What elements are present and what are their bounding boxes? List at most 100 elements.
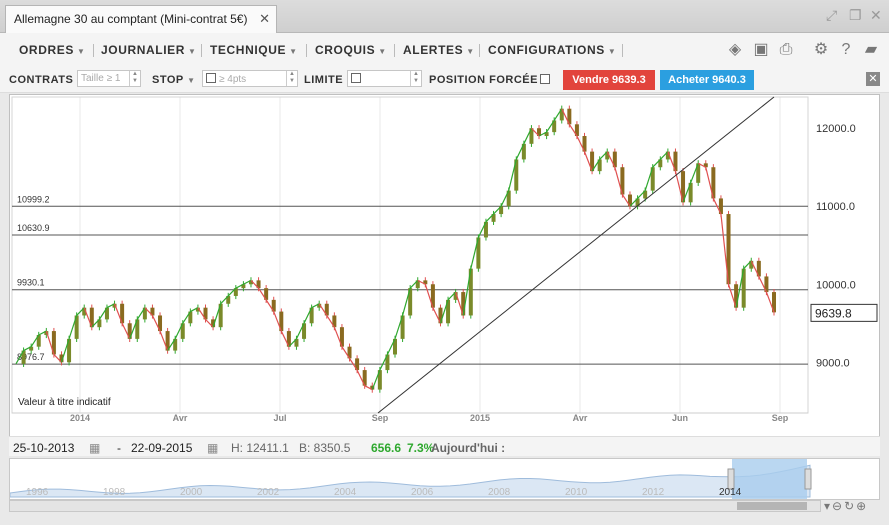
price-segment (30, 334, 40, 348)
stop-checkbox[interactable] (206, 73, 216, 83)
window-tab[interactable]: Allemagne 30 au comptant (Mini-contrat 5… (5, 5, 277, 33)
price-segment (174, 323, 184, 340)
limite-checkbox[interactable] (351, 73, 361, 83)
price-segment (265, 299, 275, 312)
price-segment (379, 354, 388, 371)
candle-body (195, 307, 200, 312)
menu-croquis[interactable]: CROQUIS ▼ (315, 43, 387, 57)
price-segment (326, 315, 335, 328)
price-segment (129, 319, 138, 340)
position-forcee-checkbox[interactable] (540, 74, 550, 84)
contrats-label: CONTRATS (9, 74, 74, 86)
calendar-icon[interactable]: ▦ (207, 441, 219, 455)
price-segment (697, 162, 707, 168)
window-titlebar: Allemagne 30 au comptant (Mini-contrat 5… (0, 0, 889, 33)
chat-icon[interactable]: ▰ (864, 41, 878, 58)
candle-body (112, 303, 117, 308)
candle-body (271, 299, 276, 312)
price-segment (583, 151, 593, 172)
layers-icon[interactable]: ◈ (728, 41, 742, 58)
navigator-year-label: 2012 (642, 487, 665, 498)
candle-body (241, 284, 246, 289)
stepper-icon[interactable]: ▲ ▼ (286, 71, 297, 86)
candle-body (764, 276, 769, 293)
candle-body (423, 280, 428, 285)
fullscreen-icon[interactable]: ⤢ (826, 7, 838, 23)
candle-body (696, 163, 701, 183)
close-icon[interactable]: ✕ (259, 11, 270, 26)
price-segment (546, 120, 555, 133)
image-icon[interactable]: ▣ (753, 41, 769, 58)
candle-body (741, 268, 746, 308)
navigator-area (9, 464, 811, 498)
candle-body (734, 284, 739, 308)
navigator-year-label: 2010 (565, 487, 588, 498)
help-icon[interactable]: ? (841, 41, 851, 58)
candle-body (256, 280, 261, 289)
navigator-scrollbar[interactable] (9, 500, 821, 512)
price-segment (568, 123, 578, 137)
scrollbar-thumb[interactable] (737, 502, 807, 510)
candle-body (188, 311, 193, 324)
level-label: 9930.1 (17, 278, 45, 288)
candle-body (756, 260, 761, 277)
buy-button[interactable]: Acheter 9640.3 (660, 70, 754, 90)
candle-body (89, 307, 94, 328)
candle-body (574, 124, 579, 137)
close-order-bar-icon[interactable]: ✕ (866, 72, 880, 86)
price-segment (190, 307, 199, 313)
price-segment (500, 190, 510, 207)
price-segment (295, 323, 305, 340)
position-forcee-label: POSITION FORCÉE (429, 74, 538, 86)
gear-icon[interactable]: ⚙ (813, 41, 829, 58)
price-segment (205, 318, 214, 328)
menu-technique[interactable]: TECHNIQUE ▼ (210, 43, 298, 57)
range-navigator[interactable]: 1996 1998 2000 2002 2004 2006 2008 2010 2012 2014 (9, 458, 880, 500)
stop-dropdown[interactable]: STOP ▼ (152, 74, 196, 86)
zoom-in-icon[interactable]: ⊕ (856, 499, 869, 513)
price-segment (235, 283, 244, 289)
price-segment (690, 163, 699, 184)
chart-frame (9, 94, 880, 456)
chevron-down-icon: ▼ (466, 47, 475, 56)
navigator-year-label: 2008 (488, 487, 511, 498)
stepper-icon[interactable]: ▲ ▼ (410, 71, 421, 86)
limite-input[interactable]: ▲ ▼ (347, 70, 422, 87)
sell-button[interactable]: Vendre 9639.3 (563, 70, 655, 90)
stepper-icon[interactable]: ▲ ▼ (129, 71, 140, 86)
y-tick-label: 10000.0 (816, 279, 856, 291)
price-segment (311, 303, 320, 309)
menu-journalier[interactable]: JOURNALIER ▼ (101, 43, 197, 57)
current-price-label: 9639.8 (815, 306, 852, 320)
candle-body (127, 323, 132, 339)
zoom-dropdown-icon[interactable]: ▾ (824, 499, 833, 513)
today-label: Aujourd'hui : (431, 441, 506, 455)
menu-alertes[interactable]: ALERTES ▼ (403, 43, 475, 57)
start-date[interactable]: 25-10-2013 (13, 441, 75, 455)
menu-configurations[interactable]: CONFIGURATIONS ▼ (488, 43, 617, 57)
candle-body (67, 338, 72, 363)
candle-body (772, 292, 776, 313)
candle-body (44, 331, 49, 335)
print-icon[interactable]: ⎙ (779, 41, 793, 58)
price-chart[interactable]: 2014 Avr Jul Sep 2015 Avr Jun Sep 9000.0 10000.0 1… (10, 95, 880, 435)
reset-icon[interactable]: ↻ (844, 499, 857, 513)
zoom-out-icon[interactable]: ⊖ (832, 499, 845, 513)
navigator-plot: 1996 1998 2000 2002 2004 2006 2008 2010 2012 2014 (9, 459, 812, 499)
x-tick-label: Jul (273, 413, 286, 423)
price-segment (477, 221, 487, 238)
end-date[interactable]: 22-09-2015 (131, 441, 193, 455)
close-window-icon[interactable]: ✕ (870, 7, 882, 23)
calendar-icon[interactable]: ▦ (89, 441, 101, 455)
size-input[interactable]: Taille ≥ 1 ▲ ▼ (77, 70, 141, 87)
price-segment (735, 268, 745, 308)
menu-ordres[interactable]: ORDRES ▼ (19, 43, 86, 57)
high-value: H: 12411.1 (231, 441, 289, 455)
price-segment (250, 279, 259, 289)
price-segment (402, 288, 411, 316)
popout-icon[interactable]: ❐ (849, 7, 862, 23)
stop-input[interactable]: ≥ 4pts ▲ ▼ (202, 70, 298, 87)
candle-body (688, 182, 693, 203)
price-segment (493, 205, 502, 215)
zoom-controls[interactable]: ▾⊖↻⊕ (824, 499, 868, 513)
